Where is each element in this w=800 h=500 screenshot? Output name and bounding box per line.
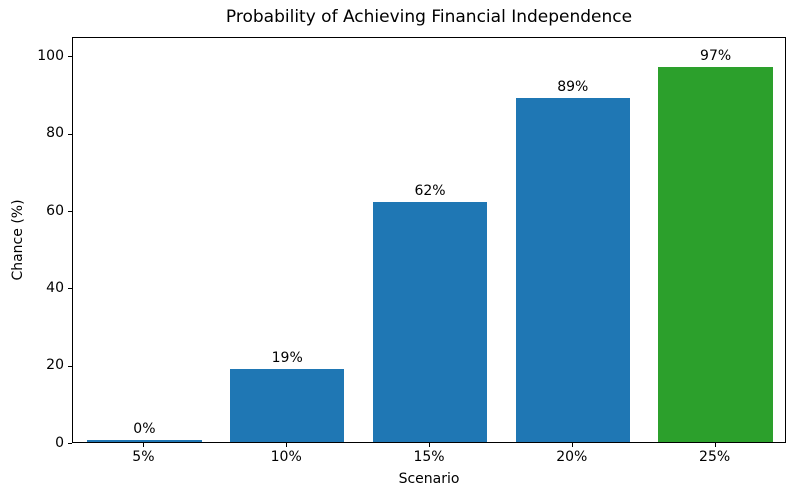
x-tick-mark [143,443,145,447]
bar-value-label: 19% [271,349,303,366]
x-tick-mark [286,443,288,447]
x-axis-label: Scenario [398,471,460,487]
y-tick-mark [68,56,72,58]
x-tick-label: 5% [132,449,155,465]
x-tick-mark [571,443,573,447]
bar-20% [515,97,630,442]
bar-25% [658,66,773,442]
x-tick-label: 10% [270,449,302,465]
bar-value-label: 62% [414,183,446,200]
plot-area: 0% 19% 62% 89% 97% [72,37,786,443]
bar-value-label: 97% [700,47,732,64]
y-tick-mark [68,288,72,290]
bar-10% [230,368,345,442]
y-tick-label: 100 [37,47,64,64]
y-tick-label: 20 [46,357,64,374]
y-tick-label: 60 [46,202,64,219]
x-tick-label: 15% [413,449,445,465]
x-tick-label: 20% [556,449,588,465]
y-tick-mark [68,211,72,212]
bar-15% [372,202,488,442]
bar-5% [87,440,202,442]
y-tick-mark [68,365,72,367]
bar-value-label: 89% [557,78,589,95]
x-tick-mark [714,443,716,447]
y-tick-mark [68,443,72,444]
y-tick-label: 80 [46,125,64,142]
y-tick-label: 0 [55,434,64,451]
x-tick-mark [429,443,430,447]
y-axis-label: Chance (%) [10,199,26,281]
chart-title: Probability of Achieving Financial Indep… [225,7,633,27]
bar-value-label: 0% [133,421,156,437]
x-tick-label: 25% [699,449,731,465]
y-tick-label: 40 [46,279,64,296]
y-tick-mark [68,133,72,135]
